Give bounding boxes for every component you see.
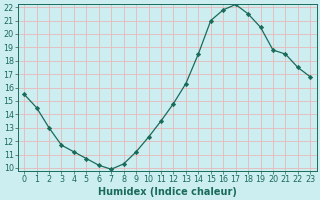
X-axis label: Humidex (Indice chaleur): Humidex (Indice chaleur)	[98, 187, 237, 197]
